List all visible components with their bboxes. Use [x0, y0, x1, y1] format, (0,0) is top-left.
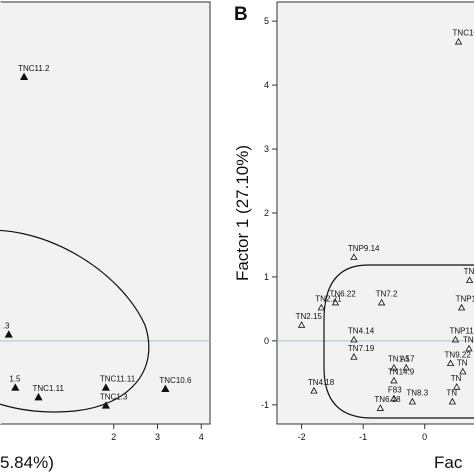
panel-a-point-label: 1.5: [9, 375, 21, 384]
panel-a-point-label: TNC1.11: [33, 384, 65, 393]
panel-b-letter: B: [234, 4, 248, 25]
panel-b-point-marker: [465, 344, 473, 352]
panel-b-x-ticks: -2 -1 0: [298, 424, 427, 442]
panel-a-point-marker: [19, 72, 29, 80]
panel-a-point-label: TNC11.2: [18, 64, 50, 73]
panel-b-point-label: TNC10.6: [453, 29, 474, 38]
panel-b-point-label: TN4.18: [308, 378, 335, 387]
panel-a-point-marker: [11, 383, 20, 391]
panel-b-x-tick-label: -1: [359, 432, 367, 442]
panel-b-plot-area: [276, 1, 474, 425]
panel-b-point-label: TN6.22: [329, 290, 356, 299]
panel-a-point-marker: [101, 383, 110, 391]
panel-b-point-marker: [390, 363, 398, 371]
panel-a-x-tick-label: 3: [155, 432, 160, 442]
panel-b-point-marker: [459, 367, 467, 375]
panel-b-point-marker: [331, 298, 340, 306]
panel-a-points: TNC11.2 .3 1.5 TNC11.11 TNC1.11 TNC10.6 TNC1.3: [3, 64, 192, 409]
panel-b-point-marker: [453, 383, 461, 390]
panel-b-point-marker: [454, 37, 463, 45]
panel-b-point-label: TNP11.10: [449, 327, 474, 336]
panel-b-point-marker: [446, 359, 455, 367]
panel-b-point-label: TN2.15: [296, 312, 323, 321]
panel-a-point-label: .3: [3, 321, 10, 330]
panel-b-point-marker: [402, 363, 410, 371]
panel-b-point-marker: [451, 335, 460, 343]
panel-b-point-marker: [465, 276, 474, 283]
panel-a-x-ticks: 2 3 4: [111, 424, 204, 442]
panel-b-point-label: A17: [400, 355, 415, 364]
panel-b-x-tick-label: 0: [422, 432, 427, 442]
panel-a-frame-cover: [0, 2, 1, 424]
panel-a-point-label: TNC10.6: [159, 376, 192, 385]
panel-b-y-axis-title: Factor 1 (27.10%): [233, 145, 252, 281]
panel-a-point-marker: [4, 330, 13, 338]
panel-a-point-label: TNC1.3: [100, 392, 128, 401]
panel-b-point-marker: [377, 298, 386, 306]
panel-b-y-tick-label: 3: [264, 144, 269, 154]
panel-b-y-tick-label: 2: [264, 208, 269, 218]
panel-b-point-label: TNP1: [464, 267, 474, 276]
panel-b-point-marker: [317, 303, 325, 311]
panel-b-point-label: TN8.3: [406, 389, 428, 398]
panel-b-point-label: TNP9.14: [348, 244, 380, 253]
panel-a-point-marker: [161, 384, 170, 393]
panel-b: B TNC10.6TNP9.14TNP1TN6.22TN7.2TNP1.11TN…: [233, 1, 474, 472]
panel-a-x-tick-label: 4: [199, 432, 204, 442]
panel-b-point-marker: [350, 253, 358, 260]
panel-b-point-marker: [390, 376, 398, 384]
panel-b-point-label: TN1.5: [388, 355, 410, 364]
panel-b-y-tick-label: 0: [264, 336, 269, 346]
panel-b-y-tick-label: 5: [264, 16, 269, 26]
panel-b-point-marker: [448, 397, 457, 405]
panel-b-point-label: TN14.9: [388, 368, 415, 377]
panel-b-point-label: TN7.19: [348, 344, 375, 353]
panel-b-point-label: TN: [446, 389, 457, 398]
panel-b-x-axis-title: Fac: [434, 453, 463, 472]
panel-a-point-marker: [101, 401, 110, 409]
panel-b-point-label: TN: [451, 374, 462, 383]
panel-b-y-tick-label: 4: [264, 80, 269, 90]
panel-b-point-label: TN: [463, 336, 474, 345]
panel-a-plot-area: [0, 1, 211, 425]
panel-b-y-ticks: -1 0 1 2 3 4 5: [261, 16, 277, 410]
panel-b-point-marker: [376, 404, 385, 411]
panel-b-point-marker: [408, 397, 417, 405]
panel-b-point-marker: [350, 353, 358, 360]
panel-b-point-marker: [297, 321, 306, 328]
panel-b-point-marker: [457, 303, 466, 311]
panel-b-point-label: TN7.2: [376, 290, 398, 299]
panel-b-point-marker: [390, 394, 398, 402]
panel-b-point-label: TN9.22: [445, 350, 472, 359]
panel-a-x-axis-title: 5.84%): [0, 453, 54, 472]
panel-b-y-tick-label: 1: [264, 272, 269, 282]
panel-b-x-tick-label: -2: [298, 432, 306, 442]
panel-b-y-tick-label: -1: [261, 400, 269, 410]
panel-a-x-tick-label: 2: [111, 432, 116, 442]
panel-b-cluster-rounded-region: [323, 264, 474, 419]
panel-b-point-label: TNP1.11: [456, 295, 474, 304]
panel-b-points: TNC10.6 TNP9.14 TNP1 TN6.22 TN7.2 TNP1.11 TN2.…: [296, 29, 474, 411]
panel-a-point-marker: [34, 392, 43, 401]
panel-b-point-label: TN2.21: [315, 295, 342, 304]
panel-a-point-label: TNC11.11: [100, 375, 136, 384]
panel-b-point-label: TN6.18: [374, 395, 401, 404]
panel-a-cluster-ellipse: [0, 229, 150, 413]
panel-b-point-label: TN: [457, 359, 468, 368]
panel-b-point-label: TN4.14: [348, 327, 375, 336]
panel-a: TNC11.2 .3 1.5 TNC11.11 TNC1.11 TNC10.6 TNC1.3…: [0, 1, 211, 472]
panel-b-point-label: F83: [388, 385, 402, 394]
panel-b-point-marker: [350, 335, 358, 343]
panel-b-point-marker: [310, 386, 318, 394]
